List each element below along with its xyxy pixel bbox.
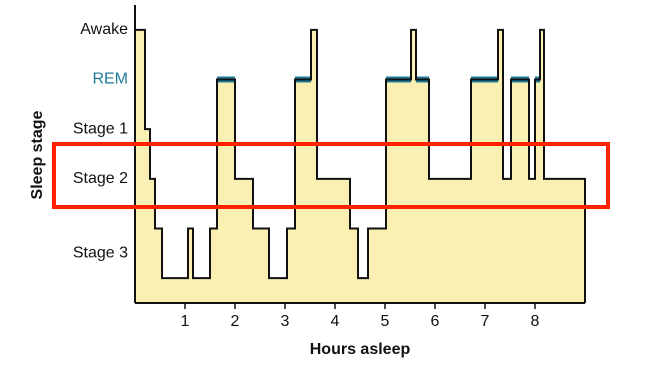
stage-segment bbox=[350, 228, 358, 303]
y-tick-label: Stage 2 bbox=[73, 170, 128, 187]
stage-segment bbox=[416, 79, 429, 303]
x-tick-label: 5 bbox=[381, 313, 390, 330]
y-tick-label: Awake bbox=[80, 21, 128, 38]
stage-segment bbox=[311, 29, 317, 303]
stage-segment bbox=[295, 79, 311, 303]
stage-segment bbox=[253, 228, 269, 303]
stage-segment bbox=[540, 29, 544, 303]
stage-segment bbox=[471, 79, 498, 303]
stage-segment bbox=[503, 178, 511, 303]
stage-segment bbox=[145, 129, 150, 303]
stage-segment bbox=[358, 278, 368, 303]
stage-segment bbox=[386, 79, 411, 303]
y-tick-label: REM bbox=[92, 71, 128, 88]
stage-segment bbox=[544, 178, 585, 303]
x-tick-label: 3 bbox=[281, 313, 290, 330]
stage-segment bbox=[535, 79, 540, 303]
stage-segment bbox=[429, 178, 471, 303]
x-tick-label: 7 bbox=[481, 313, 490, 330]
x-axis-title: Hours asleep bbox=[310, 341, 411, 358]
stage-segment bbox=[269, 278, 287, 303]
stage-segment bbox=[188, 228, 193, 303]
stage-segment bbox=[210, 228, 217, 303]
x-tick-label: 2 bbox=[231, 313, 240, 330]
stage-segment bbox=[135, 29, 145, 303]
stage-segment bbox=[511, 79, 529, 303]
hypnogram-line bbox=[135, 28, 586, 303]
x-tick-label: 6 bbox=[431, 313, 440, 330]
highlight-box bbox=[52, 142, 610, 209]
x-tick-label: 1 bbox=[181, 313, 190, 330]
stage-segment bbox=[287, 228, 295, 303]
stage-segment bbox=[529, 178, 535, 303]
y-tick-label: Stage 3 bbox=[73, 245, 128, 262]
stage-segment bbox=[411, 29, 416, 303]
y-axis-title: Sleep stage bbox=[29, 110, 46, 199]
x-tick-label: 8 bbox=[531, 313, 540, 330]
stage-segment bbox=[193, 278, 210, 303]
y-tick-label: Stage 1 bbox=[73, 120, 128, 137]
stage-segment bbox=[162, 278, 188, 303]
stage-segment bbox=[235, 178, 253, 303]
x-tick-label: 4 bbox=[331, 313, 340, 330]
stage-segment bbox=[150, 178, 155, 303]
stage-segment bbox=[155, 228, 162, 303]
stage-segment bbox=[368, 228, 386, 303]
stage-segment bbox=[498, 29, 503, 303]
stage-segment bbox=[317, 178, 350, 303]
stage-segment bbox=[217, 79, 235, 303]
